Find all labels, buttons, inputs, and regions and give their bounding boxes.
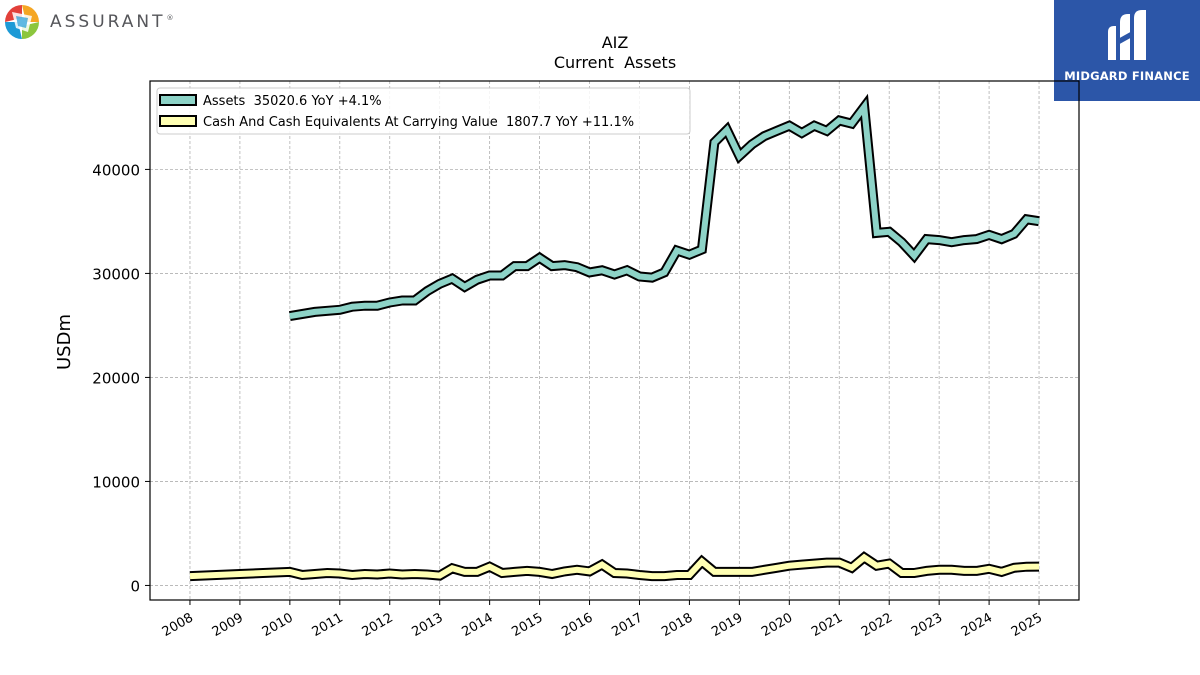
x-tick-label: 2022 (859, 610, 895, 640)
x-tick-label: 2012 (360, 610, 396, 640)
y-tick-label: 30000 (92, 265, 140, 283)
series-1-line (189, 553, 1040, 580)
x-tick-label: 2015 (509, 610, 545, 640)
chart-title: AIZ (602, 33, 629, 52)
x-tick-label: 2023 (909, 610, 945, 640)
grid (150, 81, 1079, 600)
y-tick-label: 20000 (92, 369, 140, 387)
legend: Assets 35020.6 YoY +4.1% Cash And Cash Eq… (156, 87, 691, 135)
x-tick-label: 2024 (959, 610, 995, 640)
x-tick-label: 2010 (260, 610, 296, 640)
x-tick-label: 2020 (759, 610, 795, 640)
brand-name-right: MIDGARD FINANCE (1064, 69, 1190, 83)
y-tick-label: 40000 (92, 161, 140, 179)
assurant-logo: ASSURANT® (4, 4, 174, 40)
midgard-finance-logo: MIDGARD FINANCE (1054, 0, 1200, 101)
y-tick-label: 0 (130, 577, 140, 595)
x-tick-label: 2017 (609, 610, 645, 640)
legend-label-0: Assets 35020.6 YoY +4.1% (203, 94, 382, 109)
x-tick-label: 2016 (559, 610, 595, 640)
x-tick-label: 2021 (809, 610, 845, 640)
brand-name: ASSURANT® (50, 12, 174, 32)
y-axis: 0 10000 20000 30000 40000 (92, 161, 150, 595)
series-0-line (289, 99, 1040, 320)
x-tick-label: 2013 (410, 610, 446, 640)
y-axis-label: USDm (54, 314, 75, 370)
series-0-outline (288, 93, 1040, 322)
assurant-pinwheel-icon (5, 5, 39, 39)
x-tick-label: 2025 (1009, 610, 1045, 640)
plot-area-frame (149, 80, 1080, 601)
x-tick-label: 2014 (459, 610, 495, 640)
x-tick-label: 2008 (160, 610, 196, 640)
legend-label-1: Cash And Cash Equivalents At Carrying Va… (203, 115, 634, 130)
x-tick-label: 2018 (659, 610, 695, 640)
x-axis: 2008 2009 2010 2011 2012 2013 2014 2015 2016 2017… (160, 600, 1045, 640)
series-lines (189, 93, 1040, 582)
x-tick-label: 2011 (310, 610, 346, 640)
midgard-m-icon (1108, 10, 1146, 60)
legend-box (156, 87, 691, 135)
legend-swatch-0 (159, 94, 197, 106)
chart-subtitle: Current Assets (554, 53, 676, 72)
legend-swatch-1 (159, 115, 197, 127)
x-tick-label: 2009 (210, 610, 246, 640)
y-tick-label: 10000 (92, 473, 140, 491)
x-tick-label: 2019 (709, 610, 745, 640)
